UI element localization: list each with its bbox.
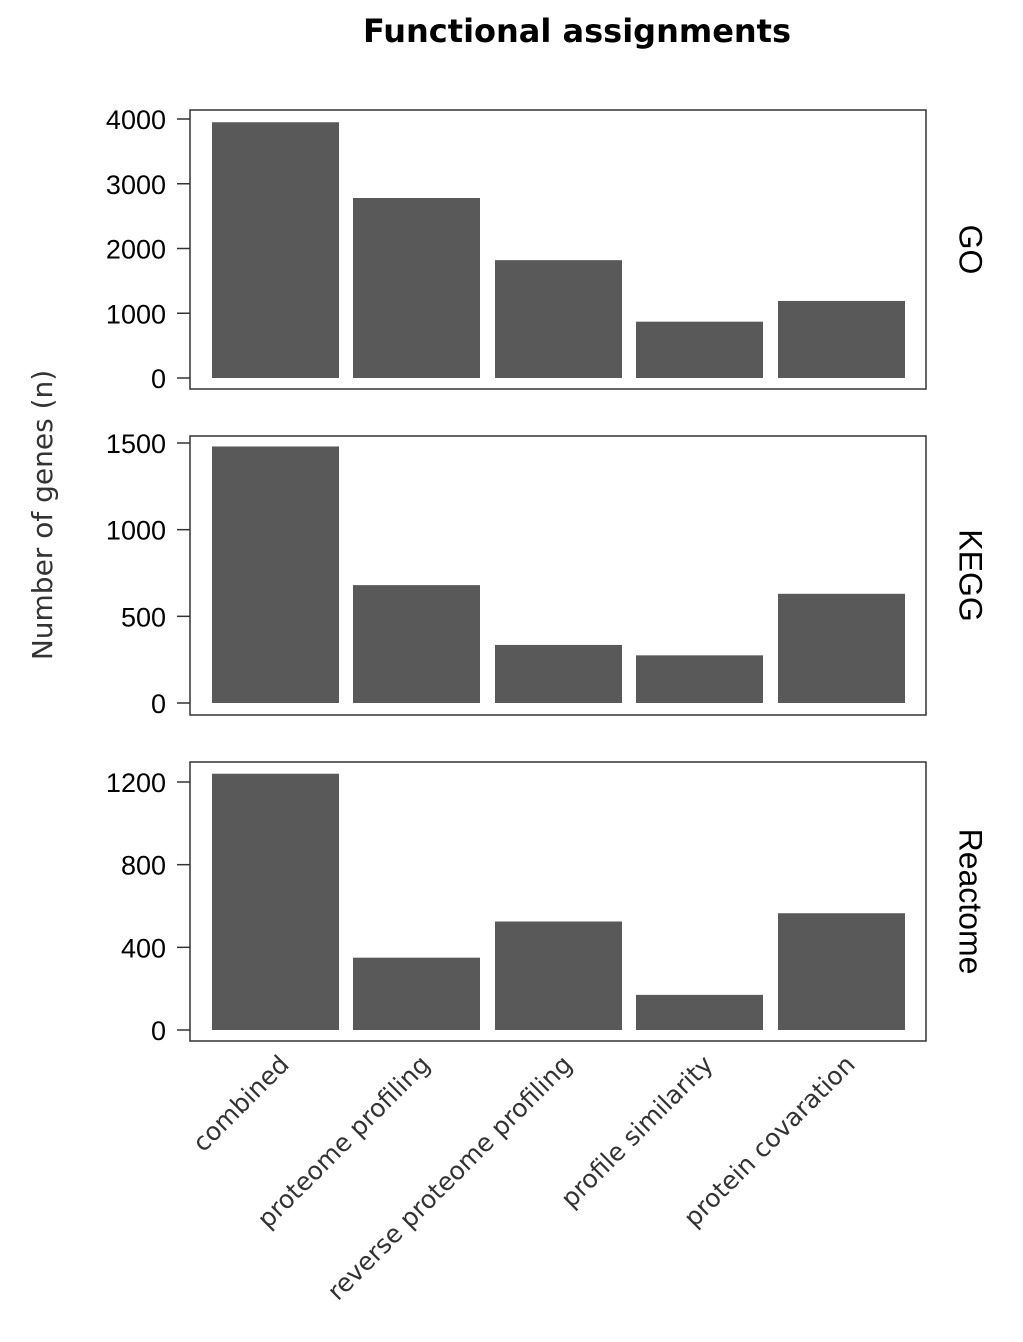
panel-reactome: 0 400 800 1200 Reactome	[106, 761, 989, 1046]
panel-border	[189, 761, 927, 1042]
bar-go-reverse-proteome-profiling	[495, 260, 622, 378]
bar-kegg-protein-covaration	[778, 593, 905, 703]
bar-go-combined	[212, 122, 339, 378]
y-tick-label: 500	[121, 602, 166, 632]
bar-kegg-proteome-profiling	[353, 585, 480, 703]
bar-reactome-proteome-profiling	[353, 957, 480, 1030]
bar-kegg-profile-similarity	[636, 655, 763, 703]
y-axis-label: Number of genes (n)	[26, 370, 59, 660]
panel-border	[189, 109, 927, 390]
bar-reactome-combined	[212, 773, 339, 1030]
y-tick-label: 0	[151, 689, 166, 719]
bar-reactome-reverse-proteome-profiling	[495, 921, 622, 1030]
y-tick-label: 2000	[106, 235, 166, 265]
bar-kegg-reverse-proteome-profiling	[495, 644, 622, 703]
bar-reactome-profile-similarity	[636, 994, 763, 1030]
y-tick-label: 3000	[106, 170, 166, 200]
bar-go-protein-covaration	[778, 300, 905, 378]
y-tick-label: 4000	[106, 105, 166, 135]
y-tick-label: 1500	[106, 429, 166, 459]
x-tick-label-reverse-proteome-profiling: reverse proteome profiling	[322, 1050, 578, 1306]
y-tick-label: 400	[121, 933, 166, 963]
bar-go-profile-similarity	[636, 321, 763, 378]
panel-go: 0 1000 2000 3000 4000 GO	[106, 105, 989, 394]
x-tick-label-combined: combined	[187, 1050, 295, 1158]
y-tick-label: 1000	[106, 299, 166, 329]
y-tick-label: 0	[151, 1016, 166, 1046]
y-tick-label: 1000	[106, 516, 166, 546]
panel-border	[189, 435, 927, 716]
bar-go-proteome-profiling	[353, 197, 480, 378]
panel-kegg: 0 500 1000 1500 KEGG	[106, 429, 989, 719]
panels: 0 1000 2000 3000 4000 GO 0 500 1000 1500 KEGG 0 400 8…	[106, 105, 989, 1046]
bar-kegg-combined	[212, 446, 339, 703]
panel-label-reactome: Reactome	[953, 829, 989, 975]
y-tick-label: 0	[151, 364, 166, 394]
x-tick-label-profile-similarity: profile similarity	[555, 1050, 719, 1214]
y-tick-label: 1200	[106, 768, 166, 798]
bar-reactome-protein-covaration	[778, 913, 905, 1030]
panel-label-go: GO	[953, 225, 989, 275]
y-tick-label: 800	[121, 851, 166, 881]
panel-label-kegg: KEGG	[953, 529, 989, 621]
chart-title: Functional assignments	[363, 12, 791, 50]
